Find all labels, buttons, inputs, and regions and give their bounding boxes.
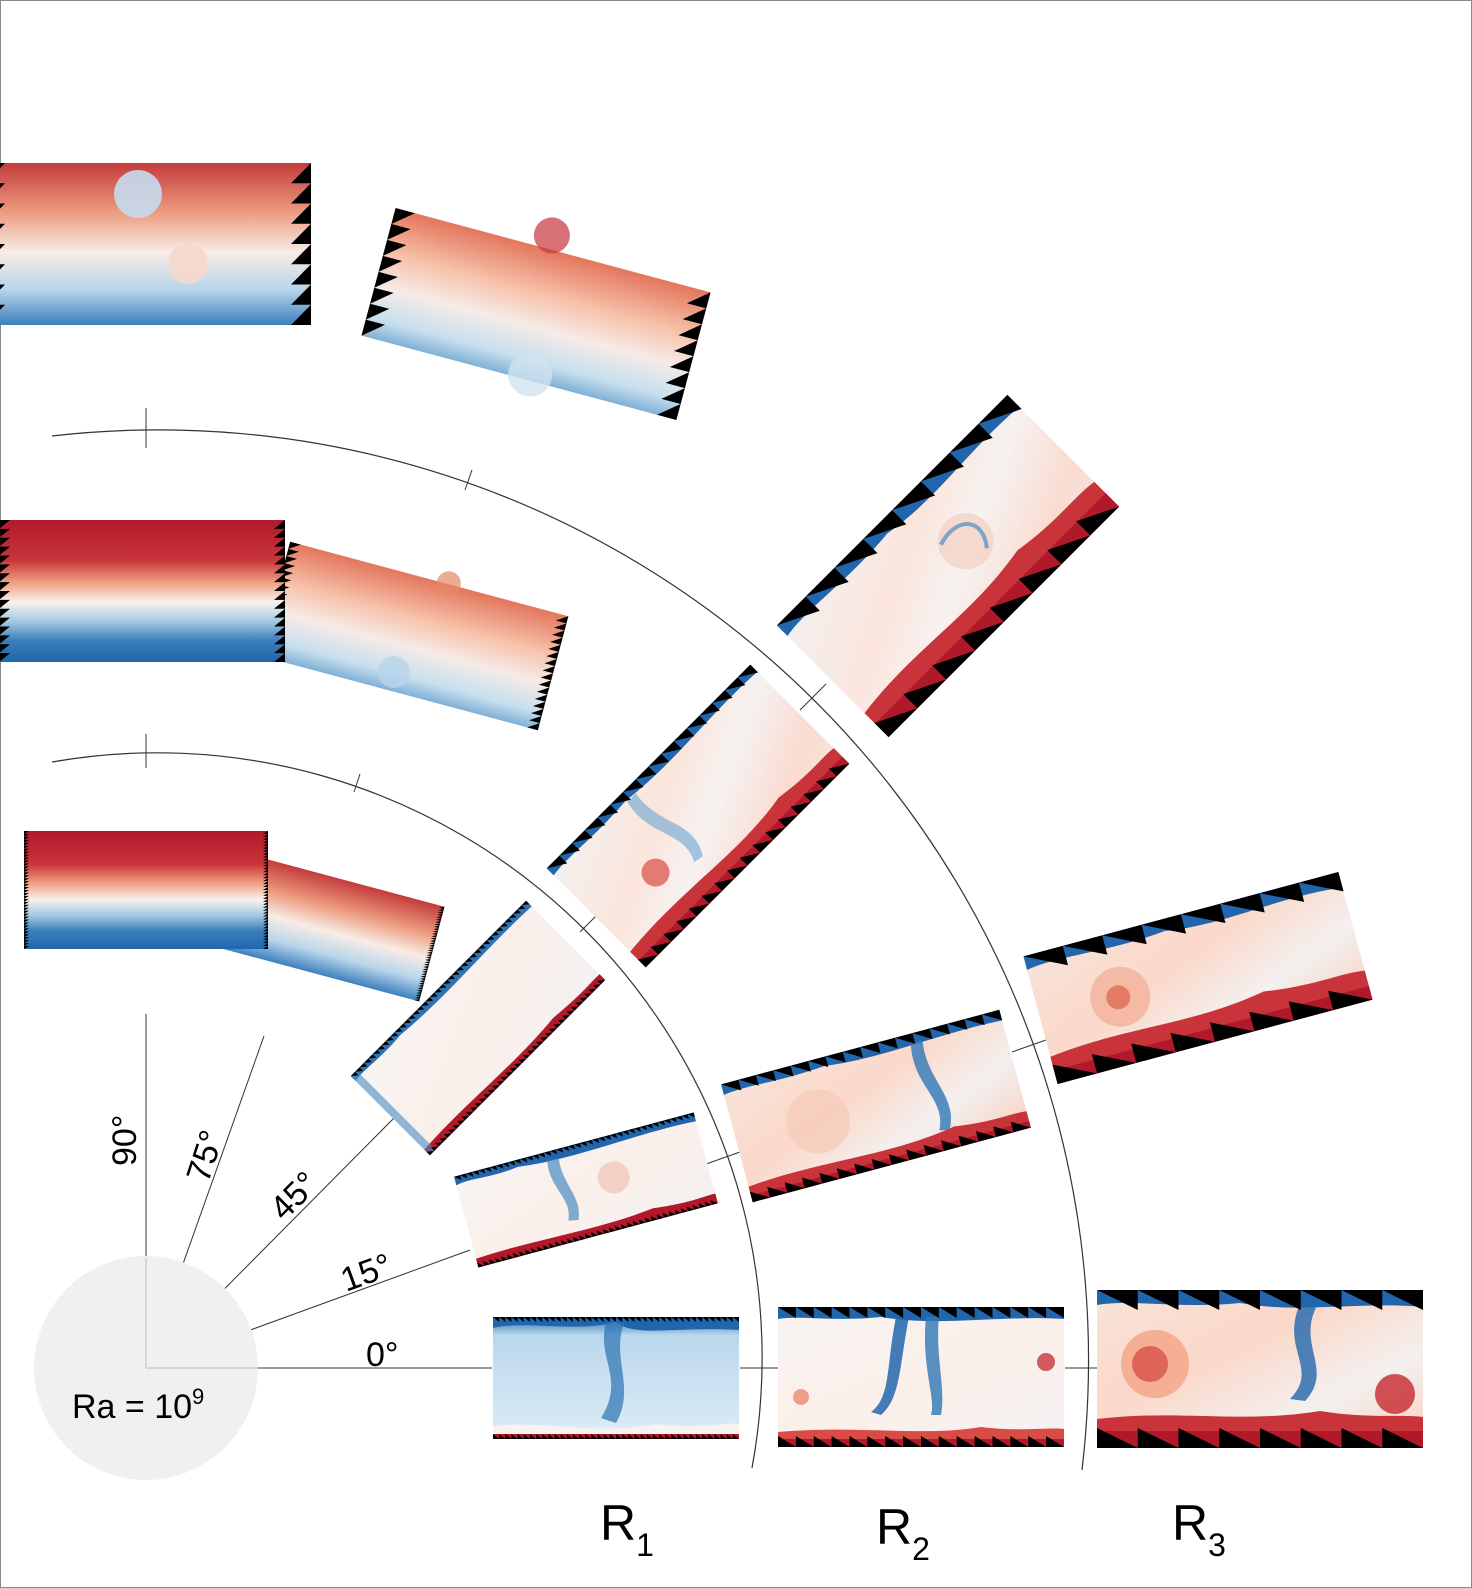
roughness-top-teeth bbox=[493, 1317, 739, 1322]
panel-r1-90deg bbox=[24, 831, 268, 949]
panel-r2-15deg bbox=[721, 1009, 1031, 1203]
panel-r3-15deg bbox=[1023, 872, 1373, 1084]
rayleigh-number-label: Ra = 109 bbox=[72, 1384, 204, 1426]
panel-r1-0deg bbox=[493, 1317, 739, 1439]
panel-r1-45deg bbox=[350, 900, 606, 1156]
roughness-top-teeth bbox=[778, 1307, 1064, 1318]
angle-label-45: 45° bbox=[263, 1164, 326, 1227]
roughness-bottom-teeth bbox=[274, 520, 285, 662]
roughness-bottom-teeth bbox=[527, 616, 569, 731]
roughness-top-teeth bbox=[454, 1112, 695, 1180]
panel-r2-75deg bbox=[259, 541, 569, 731]
angle-label-90: 90° bbox=[106, 1115, 144, 1166]
panel-r2-45deg bbox=[546, 664, 850, 968]
roughness-bottom-teeth bbox=[749, 1121, 1031, 1203]
arc-r2 bbox=[51, 429, 1090, 1471]
region-arcs bbox=[51, 429, 1090, 1471]
roughness-bottom-teeth bbox=[477, 1200, 718, 1268]
roughness-top-teeth bbox=[361, 208, 415, 336]
roughness-bottom-teeth bbox=[657, 292, 711, 420]
roughness-bottom-teeth bbox=[1052, 990, 1373, 1084]
roughness-top-teeth bbox=[776, 394, 1022, 626]
panel-r2-0deg bbox=[778, 1307, 1064, 1447]
panel-r3-0deg bbox=[1097, 1290, 1423, 1448]
roughness-label-r1: R1 bbox=[600, 1495, 654, 1563]
panel-r2-90deg bbox=[0, 520, 285, 662]
panel-r1-15deg bbox=[454, 1112, 718, 1268]
roughness-bottom-teeth bbox=[778, 1436, 1064, 1447]
panel-r3-90deg bbox=[0, 163, 311, 325]
panel-r3-75deg bbox=[361, 208, 711, 420]
roughness-top-teeth bbox=[0, 520, 10, 662]
arc-r1 bbox=[51, 752, 763, 1469]
roughness-top-teeth bbox=[1097, 1290, 1423, 1310]
roughness-label-r2: R2 bbox=[876, 1499, 930, 1567]
roughness-bottom-teeth bbox=[493, 1434, 739, 1439]
roughness-bottom-teeth bbox=[263, 831, 268, 949]
roughness-top-teeth bbox=[24, 831, 29, 949]
roughness-top-teeth bbox=[546, 664, 759, 869]
angle-label-75: 75° bbox=[179, 1126, 231, 1187]
roughness-bottom-teeth bbox=[1097, 1428, 1423, 1448]
roughness-bottom-teeth bbox=[874, 506, 1120, 738]
rayleigh-exponent: 9 bbox=[192, 1384, 204, 1409]
roughness-label-r3: R3 bbox=[1172, 1495, 1226, 1563]
roughness-bottom-teeth bbox=[637, 763, 850, 968]
angle-label-0: 0° bbox=[366, 1336, 399, 1374]
roughness-top-teeth bbox=[721, 1009, 1003, 1091]
panel-r3-45deg bbox=[776, 394, 1120, 738]
roughness-top-teeth bbox=[1023, 872, 1344, 966]
roughness-bottom-teeth bbox=[291, 163, 311, 325]
angle-label-15: 15° bbox=[336, 1246, 397, 1299]
